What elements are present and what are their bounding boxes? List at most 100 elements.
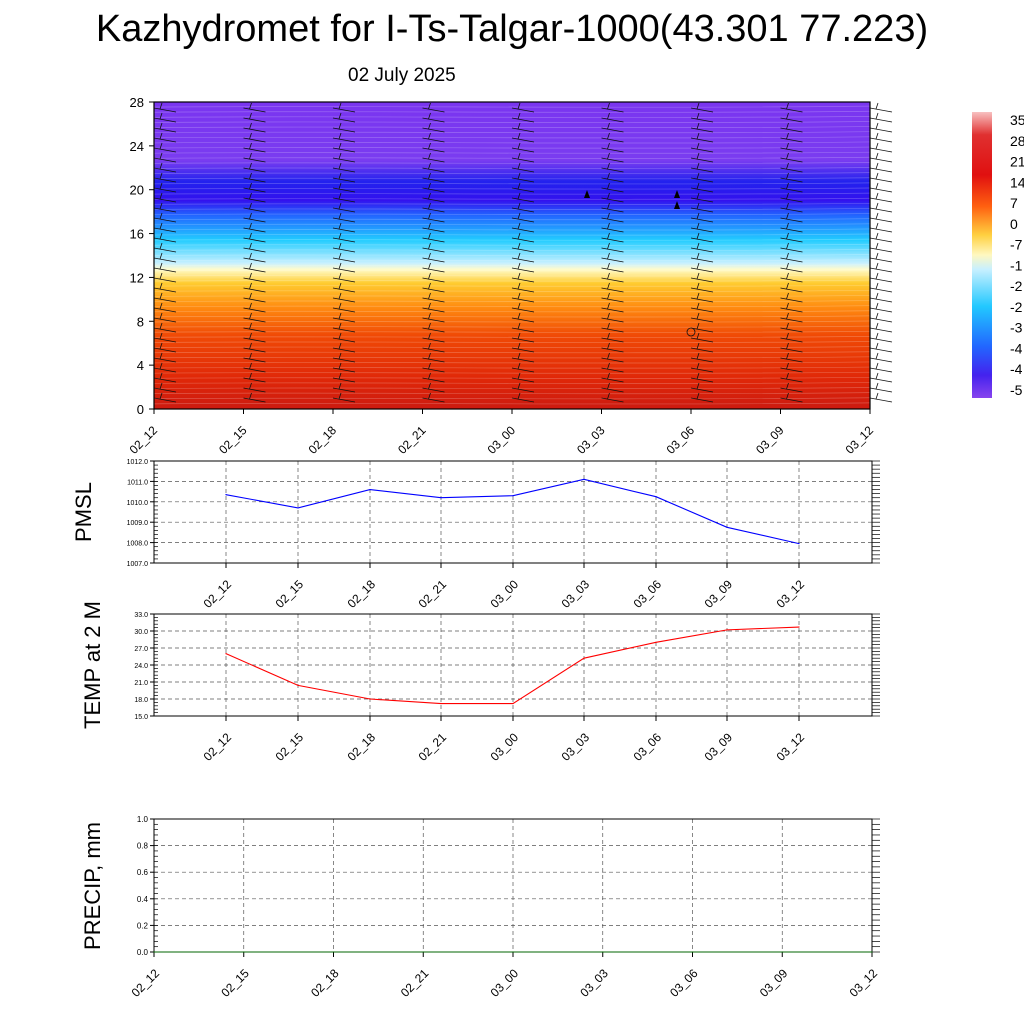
wind-barb — [690, 197, 714, 203]
wind-barb — [780, 197, 803, 203]
temp2m-point — [512, 702, 514, 705]
x-tick-label: 03_06 — [631, 730, 665, 764]
wind-barb — [511, 257, 535, 263]
wind-barb — [601, 237, 624, 243]
wind-barb-flag — [428, 242, 431, 250]
wind-barb — [332, 387, 356, 393]
wind-barb-flag — [428, 362, 431, 370]
wind-barb-flag — [428, 342, 431, 350]
x-tick-label: 03_00 — [488, 577, 522, 611]
wind-barb-flag — [428, 382, 431, 390]
wind-barb — [153, 257, 177, 263]
wind-barb — [332, 167, 356, 173]
wind-barb-flag — [607, 282, 610, 290]
wind-barb-flag — [696, 122, 700, 130]
wind-barb — [422, 137, 445, 143]
wind-barb-flag — [428, 192, 431, 200]
wind-barb-flag — [517, 112, 521, 120]
wind-barb-flag — [875, 382, 879, 390]
colorbar-label: -2 — [1010, 278, 1023, 294]
wind-barb-flag — [517, 392, 521, 400]
wind-barb — [869, 127, 893, 133]
isotherm — [153, 243, 871, 246]
wind-barb-flag — [875, 132, 879, 140]
wind-barb-flag — [159, 342, 163, 350]
colorbar-label: 0 — [1010, 216, 1018, 232]
isotherm — [153, 366, 871, 369]
wind-barb-flag — [786, 292, 789, 300]
wind-barb-flag — [875, 102, 879, 110]
wind-barb-flag — [696, 362, 700, 370]
x-tick-label: 02_21 — [398, 966, 432, 1000]
wind-barbs — [153, 102, 893, 403]
wind-barb — [601, 357, 624, 363]
wind-barb — [869, 367, 893, 373]
wind-barb-flag — [517, 172, 521, 180]
wind-barb-flag — [786, 392, 789, 400]
wind-barb — [780, 247, 803, 253]
x-tick-label: 02_21 — [416, 730, 450, 764]
x-tick-label: 03_12 — [774, 730, 808, 764]
wind-barb — [601, 127, 624, 133]
calm-wind-marker — [686, 327, 696, 337]
wind-barb — [511, 267, 535, 273]
wind-barb-flag — [875, 112, 879, 120]
wind-barb — [153, 347, 177, 353]
wind-barb — [601, 107, 624, 113]
wind-barb-flag — [607, 262, 610, 270]
wind-barb — [780, 227, 803, 233]
wind-barb-flag — [875, 182, 879, 190]
wind-barb-flag — [428, 212, 431, 220]
x-tick-label: 02_15 — [273, 730, 307, 764]
wind-barb — [690, 387, 714, 393]
wind-barb — [511, 177, 535, 183]
wind-barb — [601, 327, 624, 333]
x-tick-label: 03_12 — [847, 966, 881, 1000]
x-tick-label: 02_12 — [201, 577, 235, 611]
wind-barb — [332, 347, 356, 353]
isotherm-lines — [153, 105, 871, 405]
isotherm — [153, 289, 871, 292]
wind-barb-flag — [159, 142, 163, 150]
wind-barb — [869, 357, 893, 363]
isotherm — [153, 177, 871, 180]
y-tick-label: 1011.0 — [127, 479, 148, 486]
wind-barb — [869, 387, 893, 393]
wind-barb — [690, 327, 714, 333]
temp2m-point — [369, 698, 371, 700]
wind-barb-flag — [159, 222, 163, 230]
x-tick-label: 03_09 — [753, 423, 787, 457]
wind-barb — [332, 357, 356, 363]
wind-barb-flag — [786, 102, 789, 110]
wind-pennant — [674, 201, 680, 209]
y-tick-label: 0.2 — [137, 921, 149, 930]
wind-barb-flag — [428, 122, 431, 130]
wind-barb — [780, 177, 803, 183]
wind-barb-flag — [338, 212, 342, 220]
precip-point — [691, 951, 694, 953]
wind-barb — [243, 207, 266, 213]
wind-barb-flag — [786, 332, 789, 340]
wind-barb — [511, 337, 535, 343]
wind-barb-flag — [607, 202, 610, 210]
colorbar-label: 21 — [1010, 154, 1024, 170]
wind-barb — [153, 207, 177, 213]
wind-barb — [601, 397, 624, 403]
y-tick-label: 0.4 — [137, 895, 149, 904]
wind-barb — [332, 277, 356, 283]
wind-barb-flag — [786, 282, 789, 290]
wind-barb — [869, 137, 893, 143]
wind-barb-flag — [786, 352, 789, 360]
wind-barb-flag — [428, 332, 431, 340]
wind-barb-flag — [696, 262, 700, 270]
colorbar-label: -2 — [1010, 299, 1023, 315]
wind-barb — [153, 117, 177, 123]
wind-barb-flag — [517, 382, 521, 390]
wind-barb-flag — [696, 222, 700, 230]
wind-barb — [869, 117, 893, 123]
isotherm — [153, 371, 871, 374]
wind-barb — [153, 157, 177, 163]
wind-barb — [243, 177, 266, 183]
x-tick-label: 02_18 — [345, 577, 379, 611]
wind-barb-flag — [249, 242, 252, 250]
